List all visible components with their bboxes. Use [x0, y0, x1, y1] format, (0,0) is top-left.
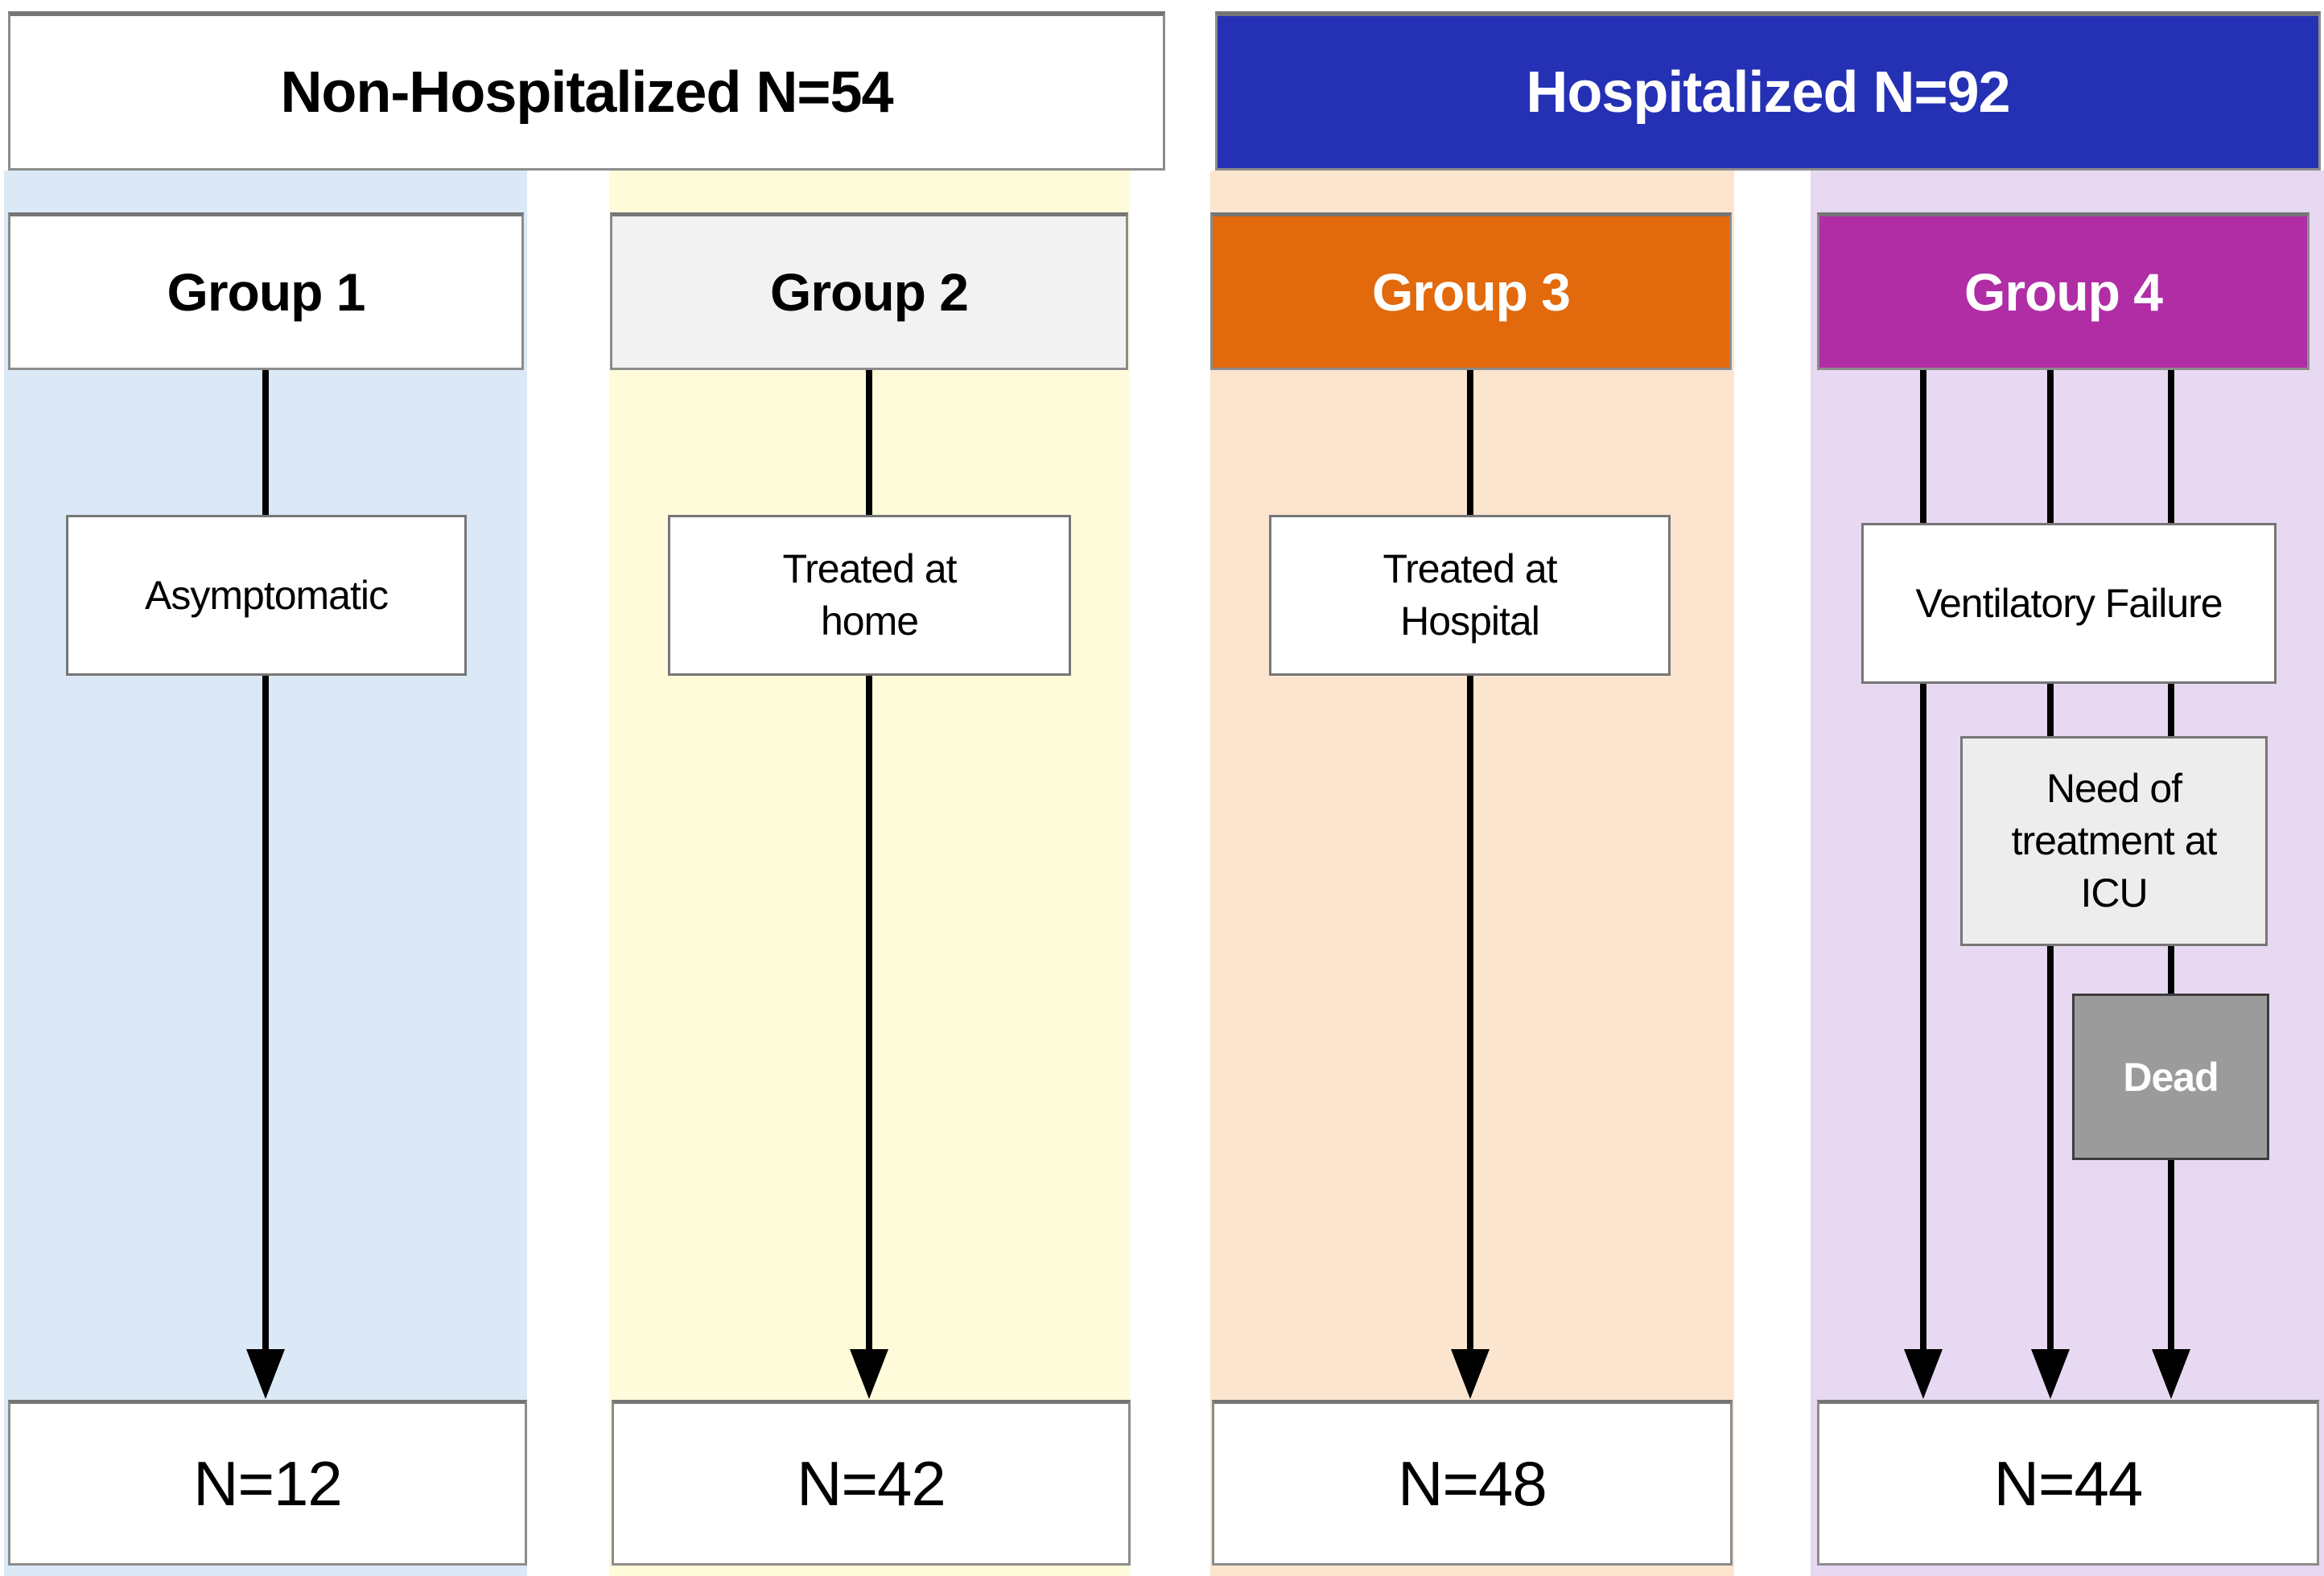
hospitalized-header-label: Hospitalized N=92: [1526, 60, 2010, 125]
arrowhead-group1-icon: [246, 1349, 285, 1399]
outcome-box-group2: N=42: [612, 1400, 1131, 1566]
hospitalized-header: Hospitalized N=92: [1215, 11, 2321, 171]
non-hospitalized-header-label: Non-Hospitalized N=54: [280, 60, 893, 125]
step-box-dead: Dead: [2072, 994, 2269, 1160]
outcome-group2-label: N=42: [797, 1447, 946, 1519]
outcome-group3-label: N=48: [1398, 1447, 1547, 1519]
non-hospitalized-header: Non-Hospitalized N=54: [8, 11, 1165, 171]
flow-line-group4-left: [1920, 368, 1926, 1360]
group1-header-box: Group 1: [8, 212, 524, 370]
group3-label: Group 3: [1371, 262, 1571, 322]
arrowhead-group3-icon: [1451, 1349, 1490, 1399]
step-box-asymptomatic: Asymptomatic: [66, 515, 467, 676]
outcome-group4-label: N=44: [1993, 1447, 2144, 1519]
arrowhead-group4-right-icon: [2152, 1349, 2190, 1399]
outcome-box-group1: N=12: [8, 1400, 527, 1566]
outcome-group1-label: N=12: [193, 1447, 343, 1519]
step-dead-label: Dead: [2123, 1054, 2219, 1100]
step-box-treated-at-hospital: Treated at Hospital: [1269, 515, 1671, 676]
flow-line-group2: [866, 368, 872, 1360]
step-icu-treatment-label: Need of treatment at ICU: [2011, 766, 2218, 916]
flow-line-group3: [1467, 368, 1473, 1360]
group4-label: Group 4: [1963, 262, 2163, 322]
flow-line-group1: [262, 368, 269, 1360]
arrowhead-group2-icon: [850, 1349, 888, 1399]
group4-header-box: Group 4: [1817, 212, 2310, 370]
step-treated-at-home-label: Treated at home: [782, 546, 957, 644]
step-ventilatory-failure-label: Ventilatory Failure: [1915, 580, 2223, 626]
arrowhead-group4-left-icon: [1904, 1349, 1943, 1399]
group2-label: Group 2: [769, 262, 969, 322]
step-asymptomatic-label: Asymptomatic: [145, 572, 389, 618]
step-treated-at-hospital-label: Treated at Hospital: [1382, 546, 1557, 644]
outcome-box-group4: N=44: [1817, 1400, 2319, 1566]
group3-header-box: Group 3: [1210, 212, 1732, 370]
step-box-icu-treatment: Need of treatment at ICU: [1960, 736, 2268, 946]
step-box-treated-at-home: Treated at home: [668, 515, 1071, 676]
outcome-box-group3: N=48: [1212, 1400, 1733, 1566]
arrowhead-group4-middle-icon: [2031, 1349, 2070, 1399]
step-box-ventilatory-failure: Ventilatory Failure: [1861, 523, 2277, 684]
group1-label: Group 1: [167, 262, 365, 322]
group2-header-box: Group 2: [610, 212, 1128, 370]
